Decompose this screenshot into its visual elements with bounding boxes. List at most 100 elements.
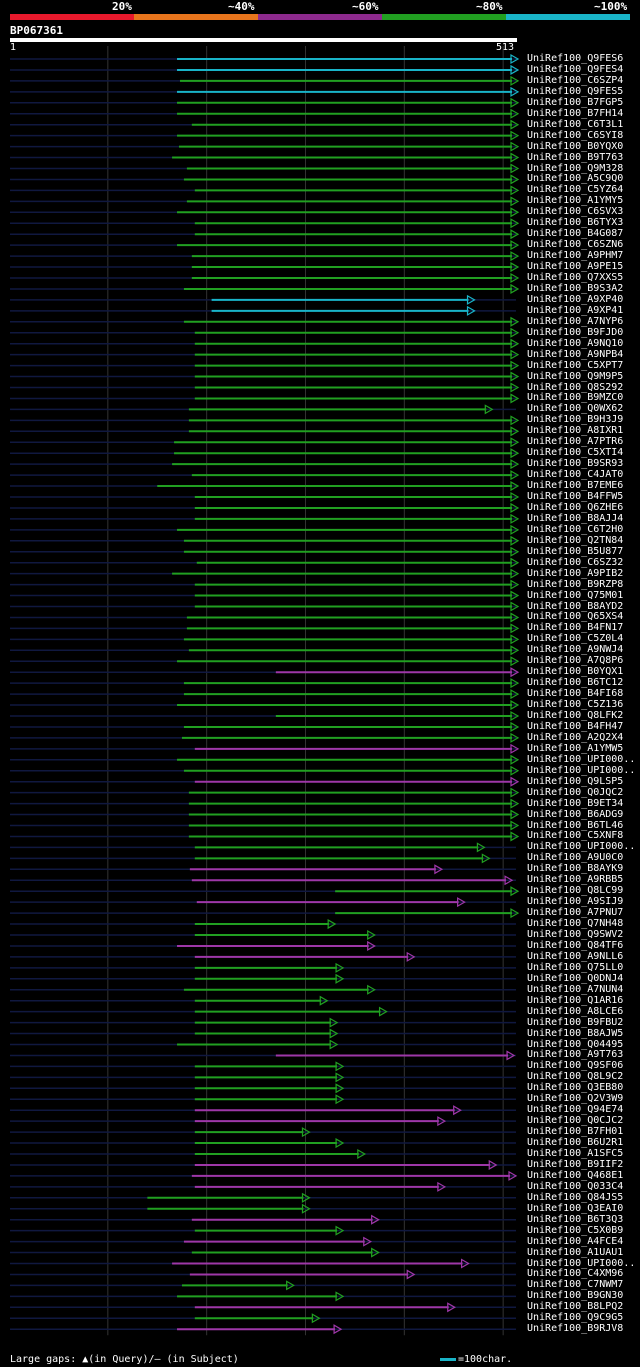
hit-label[interactable]: UniRef100_B4FFW5 xyxy=(527,491,624,502)
hit-label[interactable]: UniRef100_C5Z0L4 xyxy=(527,633,624,645)
hit-label[interactable]: UniRef100_Q0JQC2 xyxy=(527,786,624,798)
hit-label[interactable]: UniRef100_B0YQX0 xyxy=(527,140,624,152)
hit-label[interactable]: UniRef100_Q3EB80 xyxy=(527,1082,624,1094)
hit-label[interactable]: UniRef100_C5XPT7 xyxy=(527,359,624,371)
hit-label[interactable]: UniRef100_A9NPB4 xyxy=(527,348,624,360)
hit-label[interactable]: UniRef100_B7FH01 xyxy=(527,1126,624,1138)
hit-label[interactable]: UniRef100_B9S3A2 xyxy=(527,282,624,294)
hit-label[interactable]: UniRef100_B8LPQ2 xyxy=(527,1301,624,1313)
hit-label[interactable]: UniRef100_B7EME6 xyxy=(527,480,624,492)
hit-label[interactable]: UniRef100_B6TC12 xyxy=(527,677,624,689)
hit-label[interactable]: UniRef100_C5XTI4 xyxy=(527,447,624,459)
hit-label[interactable]: UniRef100_Q9FES5 xyxy=(527,85,624,97)
hit-label[interactable]: UniRef100_A8IXR1 xyxy=(527,425,624,437)
hit-label[interactable]: UniRef100_B6U2R1 xyxy=(527,1137,624,1149)
hit-label[interactable]: UniRef100_C6T2H0 xyxy=(527,523,624,535)
hit-label[interactable]: UniRef100_C6SYI8 xyxy=(527,129,624,141)
hit-label[interactable]: UniRef100_B6TL46 xyxy=(527,819,624,831)
hit-label[interactable]: UniRef100_B9FBU2 xyxy=(527,1016,624,1028)
hit-label[interactable]: UniRef100_B4FI68 xyxy=(527,688,624,700)
hit-label[interactable]: UniRef100_Q9M328 xyxy=(527,162,624,174)
hit-label[interactable]: UniRef100_Q84JS5 xyxy=(527,1191,624,1203)
hit-label[interactable]: UniRef100_A8LCE6 xyxy=(527,1005,624,1017)
hit-label[interactable]: UniRef100_A1YMW5 xyxy=(527,742,624,754)
hit-label[interactable]: UniRef100_C6SZ32 xyxy=(527,556,624,568)
hit-label[interactable]: UniRef100_A9NQ10 xyxy=(527,337,624,349)
hit-label[interactable]: UniRef100_B6ADG9 xyxy=(527,808,624,820)
hit-label[interactable]: UniRef100_B9T763 xyxy=(527,151,624,163)
hit-label[interactable]: UniRef100_A7PTR6 xyxy=(527,436,624,448)
hit-label[interactable]: UniRef100_Q1AR16 xyxy=(527,994,624,1006)
hit-label[interactable]: UniRef100_A9RBB5 xyxy=(527,874,624,886)
hit-label[interactable]: UniRef100_B7FH14 xyxy=(527,107,624,119)
hit-label[interactable]: UniRef100_Q0DNJ4 xyxy=(527,972,624,984)
hit-label[interactable]: UniRef100_A4FCE4 xyxy=(527,1235,624,1247)
hit-label[interactable]: UniRef100_C5X0B9 xyxy=(527,1224,624,1236)
hit-label[interactable]: UniRef100_C7NWM7 xyxy=(527,1279,624,1291)
hit-label[interactable]: UniRef100_B8AYK9 xyxy=(527,863,624,875)
hit-label[interactable]: UniRef100_UPI000.. xyxy=(527,753,636,765)
hit-label[interactable]: UniRef100_A9NWJ4 xyxy=(527,644,624,656)
hit-label[interactable]: UniRef100_A9PIB2 xyxy=(527,567,624,579)
hit-label[interactable]: UniRef100_Q2TN84 xyxy=(527,534,624,546)
hit-label[interactable]: UniRef100_B6TYX3 xyxy=(527,217,624,229)
hit-label[interactable]: UniRef100_A9PE15 xyxy=(527,261,624,273)
hit-label[interactable]: UniRef100_Q9LSP5 xyxy=(527,775,624,787)
hit-label[interactable]: UniRef100_B9MZC0 xyxy=(527,392,624,404)
hit-label[interactable]: UniRef100_B9FJD0 xyxy=(527,326,624,338)
hit-label[interactable]: UniRef100_C6SZP4 xyxy=(527,74,624,86)
hit-label[interactable]: UniRef100_B9H3J9 xyxy=(527,414,624,426)
hit-label[interactable]: UniRef100_Q8LC99 xyxy=(527,885,624,897)
hit-label[interactable]: UniRef100_A9PHM7 xyxy=(527,250,624,262)
hit-label[interactable]: UniRef100_B9GN30 xyxy=(527,1290,624,1302)
hit-label[interactable]: UniRef100_B9ET34 xyxy=(527,797,624,809)
hit-label[interactable]: UniRef100_B8AJJ4 xyxy=(527,512,624,524)
hit-label[interactable]: UniRef100_A7NUN4 xyxy=(527,983,624,995)
hit-label[interactable]: UniRef100_Q7XXS5 xyxy=(527,272,624,283)
hit-label[interactable]: UniRef100_Q9C9G5 xyxy=(527,1312,624,1324)
hit-label[interactable]: UniRef100_UPI000.. xyxy=(527,764,636,776)
hit-label[interactable]: UniRef100_C5XNF8 xyxy=(527,830,624,842)
hit-label[interactable]: UniRef100_B9RZP8 xyxy=(527,578,624,590)
hit-label[interactable]: UniRef100_Q8S292 xyxy=(527,381,624,393)
hit-label[interactable]: UniRef100_C6SZN6 xyxy=(527,239,624,251)
hit-label[interactable]: UniRef100_B9RJV8 xyxy=(527,1323,624,1335)
hit-label[interactable]: UniRef100_Q8L9C2 xyxy=(527,1071,624,1083)
hit-label[interactable]: UniRef100_Q9FES6 xyxy=(527,53,624,64)
hit-label[interactable]: UniRef100_Q0CJC2 xyxy=(527,1115,624,1127)
hit-label[interactable]: UniRef100_C5Z136 xyxy=(527,699,624,711)
hit-label[interactable]: UniRef100_Q94E74 xyxy=(527,1104,624,1116)
hit-label[interactable]: UniRef100_Q65XS4 xyxy=(527,611,624,623)
hit-label[interactable]: UniRef100_A1YMY5 xyxy=(527,195,624,207)
hit-label[interactable]: UniRef100_Q6ZHE6 xyxy=(527,501,624,513)
hit-label[interactable]: UniRef100_A7PNU7 xyxy=(527,907,624,919)
hit-label[interactable]: UniRef100_Q75M01 xyxy=(527,589,624,601)
hit-label[interactable]: UniRef100_Q84TF6 xyxy=(527,939,624,951)
hit-label[interactable]: UniRef100_A1SFC5 xyxy=(527,1148,624,1159)
hit-label[interactable]: UniRef100_Q9M9P5 xyxy=(527,370,624,382)
hit-label[interactable]: UniRef100_B4FN17 xyxy=(527,622,624,634)
hit-label[interactable]: UniRef100_A7Q8P6 xyxy=(527,655,624,667)
hit-label[interactable]: UniRef100_C6T3L1 xyxy=(527,118,624,130)
hit-label[interactable]: UniRef100_A1UAU1 xyxy=(527,1246,624,1258)
hit-label[interactable]: UniRef100_B4FH47 xyxy=(527,720,624,732)
hit-label[interactable]: UniRef100_C4JAT0 xyxy=(527,469,624,481)
hit-label[interactable]: UniRef100_Q9SF06 xyxy=(527,1060,624,1072)
hit-label[interactable]: UniRef100_Q2V3W9 xyxy=(527,1093,624,1105)
hit-label[interactable]: UniRef100_Q9SWV2 xyxy=(527,929,624,940)
hit-label[interactable]: UniRef100_A5C9Q0 xyxy=(527,173,624,185)
hit-label[interactable]: UniRef100_B8AYD2 xyxy=(527,600,624,612)
hit-label[interactable]: UniRef100_B7FGP5 xyxy=(527,96,624,108)
hit-label[interactable]: UniRef100_A9U0C0 xyxy=(527,852,624,864)
hit-label[interactable]: UniRef100_Q3EAI0 xyxy=(527,1202,624,1214)
hit-label[interactable]: UniRef100_Q0WX62 xyxy=(527,403,624,415)
hit-label[interactable]: UniRef100_Q75LL0 xyxy=(527,961,624,973)
hit-label[interactable]: UniRef100_UPI000.. xyxy=(527,1257,636,1269)
hit-label[interactable]: UniRef100_UPI000.. xyxy=(527,841,636,853)
hit-label[interactable]: UniRef100_Q9FES4 xyxy=(527,63,624,75)
hit-label[interactable]: UniRef100_B0YQX1 xyxy=(527,666,624,678)
hit-label[interactable]: UniRef100_C4XM96 xyxy=(527,1268,624,1280)
hit-label[interactable]: UniRef100_B4G087 xyxy=(527,228,624,240)
hit-label[interactable]: UniRef100_B9SR93 xyxy=(527,458,624,470)
hit-label[interactable]: UniRef100_C5YZ64 xyxy=(527,184,624,196)
